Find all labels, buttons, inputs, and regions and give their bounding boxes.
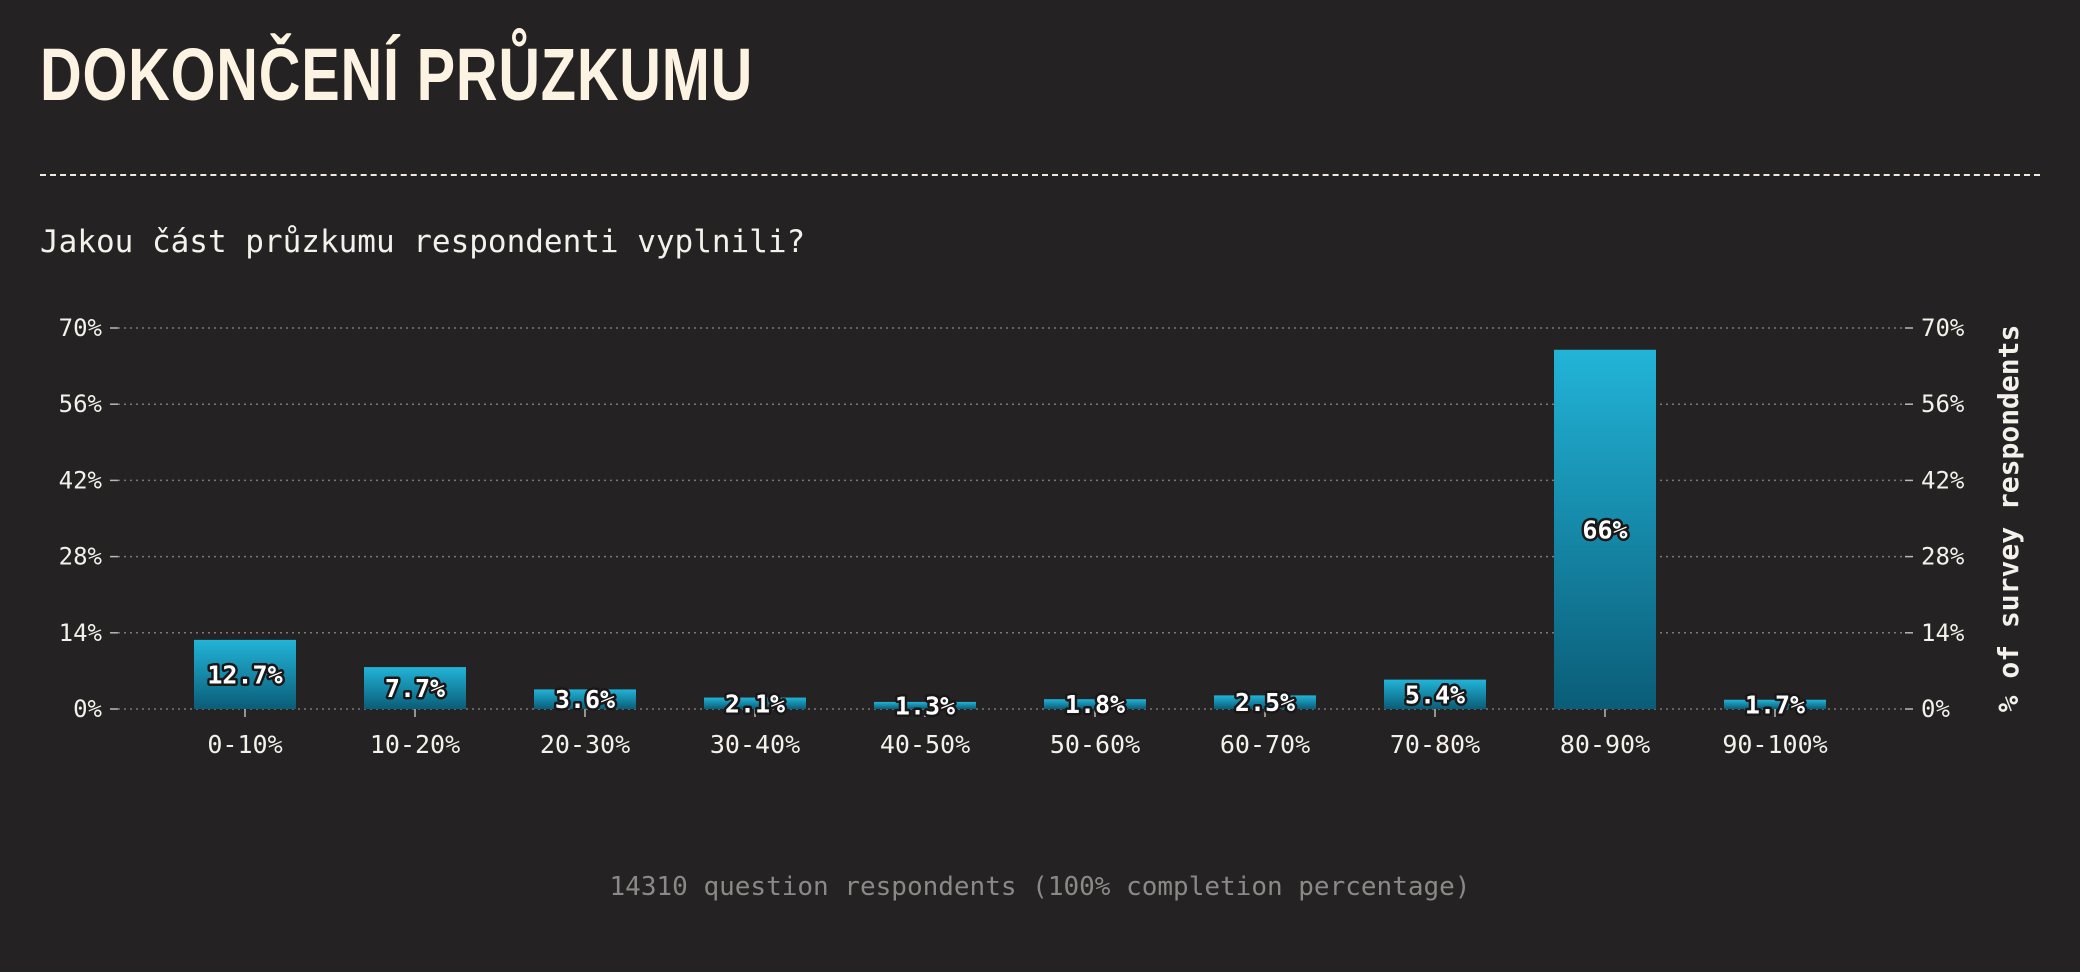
y-tick-label-left: 14% [59,619,103,647]
bar [874,701,976,709]
chart-subtitle: Jakou část průzkumu respondenti vyplnili… [40,224,806,260]
y-tick-label-right: 42% [1921,466,1965,494]
bar [1554,349,1656,709]
data-label: 1.7% [1745,690,1805,719]
y-axis-left: 0% 14% 28% 42% 56% 70% [59,314,103,723]
y-tick-label-left: 42% [59,466,103,494]
page-title: DOKONČENÍ PRŮZKUMU [40,33,754,116]
y-axis-title: % of survey respondents [1992,325,2025,713]
bar [1724,699,1826,709]
bar [194,639,296,709]
data-label: 1.8% [1065,690,1125,719]
bar [1214,695,1316,709]
data-label: 7.7% [385,674,445,703]
bars [194,349,1826,709]
x-tick-label: 60-70% [1220,730,1310,759]
bar [1044,699,1146,709]
data-label: 2.1% [725,689,785,718]
value-labels: 12.7% 7.7% 3.6% 2.1% 1.3% 1.8% 2.5% 5.4% 66% 1.7% [205,513,1808,723]
x-tick-label: 10-20% [370,730,460,759]
y-tick-label-right: 28% [1921,543,1965,571]
y-tick-label-left: 70% [59,314,103,342]
x-tick-label: 80-90% [1560,730,1650,759]
bar [534,689,636,709]
data-label: 12.7% [207,660,282,689]
x-axis: 0-10% 10-20% 20-30% 30-40% 40-50% 50-60% 60-70… [207,709,1828,759]
data-label: 1.3% [895,691,955,720]
y-tick-label-right: 70% [1921,314,1965,342]
y-tick-label-right: 56% [1921,390,1965,418]
y-axis-right: 0% 14% 28% 42% 56% 70% [1921,314,1965,723]
y-tick-label-right: 14% [1921,619,1965,647]
x-tick-label: 50-60% [1050,730,1140,759]
bar [704,697,806,709]
data-label: 5.4% [1405,680,1465,709]
y-tick-label-right: 0% [1921,695,1950,723]
data-label: 2.5% [1235,688,1295,717]
x-tick-label: 0-10% [207,730,282,759]
title-divider [40,174,2040,176]
respondents-note: 14310 question respondents (100% complet… [609,872,1471,902]
x-tick-label: 40-50% [880,730,970,759]
x-tick-label: 70-80% [1390,730,1480,759]
data-label: 3.6% [555,685,615,714]
y-tick-label-left: 28% [59,543,103,571]
y-tick-label-left: 0% [73,695,102,723]
data-label: 66% [1582,515,1627,544]
x-tick-label: 90-100% [1722,730,1827,759]
y-tick-label-left: 56% [59,390,103,418]
x-tick-label: 20-30% [540,730,630,759]
bar [364,667,466,709]
bar [1384,679,1486,709]
x-tick-label: 30-40% [710,730,800,759]
